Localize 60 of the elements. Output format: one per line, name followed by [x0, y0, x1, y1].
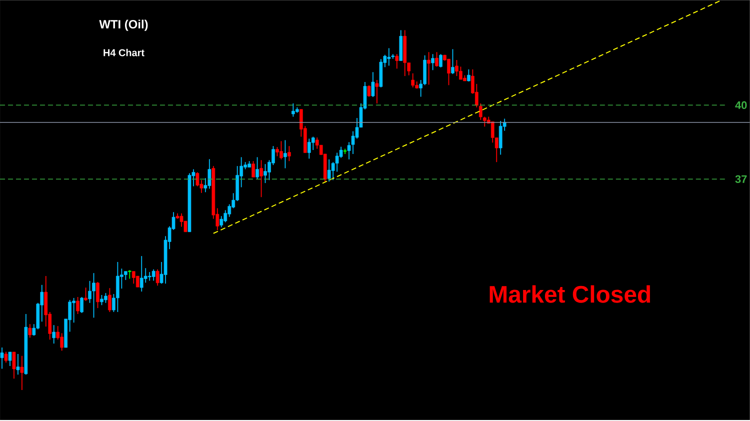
- candlestick: [0, 346, 4, 370]
- candlestick: [311, 136, 315, 150]
- candlestick: [140, 255, 144, 292]
- candlestick: [208, 158, 212, 190]
- candlestick: [52, 324, 56, 344]
- candlestick: [411, 72, 415, 88]
- candlestick: [84, 287, 88, 302]
- candlestick: [459, 66, 462, 80]
- candlestick: [104, 292, 108, 304]
- candlestick: [20, 355, 24, 390]
- candlestick: [327, 158, 331, 182]
- y-tick-label: 37: [735, 175, 747, 183]
- annotation: Market Closed: [490, 285, 650, 303]
- candlestick: [451, 48, 454, 74]
- candlestick: [4, 351, 8, 363]
- candlestick: [96, 281, 100, 308]
- candlestick: [307, 138, 311, 159]
- candlestick: [264, 164, 267, 184]
- candlestick: [284, 140, 287, 169]
- candlestick: [447, 58, 450, 86]
- candlestick: [292, 102, 295, 118]
- candlestick: [76, 296, 80, 314]
- candlestick: [435, 52, 438, 68]
- candlestick: [136, 275, 140, 288]
- candlestick: [375, 79, 379, 104]
- candlestick: [224, 210, 228, 223]
- candlestick: [108, 288, 112, 312]
- candlestick: [431, 54, 434, 70]
- candlestick: [116, 261, 120, 312]
- candlestick: [395, 54, 399, 69]
- candlestick: [28, 324, 32, 338]
- candlestick: [256, 156, 259, 180]
- candlestick: [467, 68, 470, 82]
- candlestick: [80, 296, 84, 314]
- candlestick: [220, 216, 224, 228]
- y-tick-label: 40: [735, 101, 747, 109]
- text: H4 Chart: [104, 48, 144, 56]
- candlestick: [92, 272, 96, 318]
- candlestick: [12, 351, 16, 379]
- candlestick: [427, 52, 430, 86]
- candlestick: [16, 353, 20, 375]
- text: WTI (Oil): [99, 20, 148, 31]
- candlestick: [100, 294, 104, 306]
- candlestick: [127, 270, 132, 280]
- candlestick: [439, 54, 442, 68]
- candlestick: [280, 140, 283, 160]
- candlestick: [132, 270, 136, 284]
- candlestick: [152, 268, 156, 282]
- candlestick: [367, 84, 371, 98]
- candlestick: [455, 59, 458, 76]
- candlestick: [276, 146, 279, 157]
- candlestick: [498, 120, 502, 156]
- candlestick: [88, 280, 92, 304]
- candlestick: [8, 351, 12, 366]
- candlestick: [156, 268, 160, 286]
- candlestick: [288, 146, 291, 162]
- candlestick: [387, 48, 391, 66]
- candlestick: [260, 160, 263, 198]
- candlestick: [252, 160, 255, 178]
- candlestick: [371, 72, 375, 98]
